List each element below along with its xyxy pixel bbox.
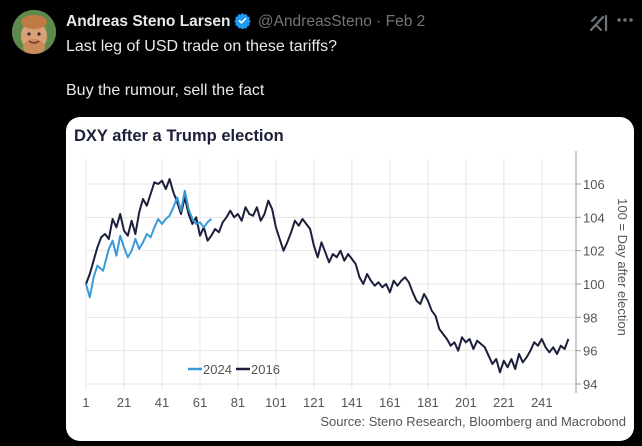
chart-card[interactable]: DXY after a Trump election 94 96 98 100 102 1… xyxy=(66,117,634,441)
tweet-date[interactable]: Feb 2 xyxy=(385,13,426,30)
verified-badge-icon xyxy=(233,12,251,34)
dxy-chart: DXY after a Trump election 94 96 98 100 102 1… xyxy=(74,127,630,429)
more-options-icon[interactable] xyxy=(616,10,634,30)
chart-source: Source: Steno Research, Bloomberg and Ma… xyxy=(320,414,626,429)
chart-grid xyxy=(85,151,577,393)
tweet-header: Andreas Steno Larsen @AndreasSteno · Feb… xyxy=(66,12,576,32)
grok-icon[interactable] xyxy=(588,12,610,34)
y-tick-label-96: 96 xyxy=(583,344,597,359)
x-tick-label-121: 121 xyxy=(303,395,325,410)
x-tick-label-61: 61 xyxy=(193,395,207,410)
x-tick-label-41: 41 xyxy=(155,395,169,410)
x-tick-label-241: 241 xyxy=(531,395,553,410)
x-tick-label-221: 221 xyxy=(493,395,515,410)
series-line-2024 xyxy=(85,189,212,299)
tweet-text-line-2: Buy the rumour, sell the fact xyxy=(66,82,265,99)
tweet-text-line-1: Last leg of USD trade on these tariffs? xyxy=(66,38,337,55)
y-tick-label-94: 94 xyxy=(583,377,597,392)
author-handle[interactable]: @AndreasSteno xyxy=(257,13,372,30)
y-axis-ticks: 94 96 98 100 102 104 106 xyxy=(576,177,605,392)
chart-title: DXY after a Trump election xyxy=(74,127,284,145)
author-name[interactable]: Andreas Steno Larsen xyxy=(66,13,231,30)
x-tick-label-81: 81 xyxy=(231,395,245,410)
legend-label-2016: 2016 xyxy=(251,362,280,377)
avatar[interactable] xyxy=(12,10,56,54)
x-tick-label-21: 21 xyxy=(117,395,131,410)
y-tick-label-98: 98 xyxy=(583,310,597,325)
chart-lines xyxy=(85,178,570,374)
x-axis-ticks: 1 21 41 61 81 101 121 141 161 181 201 221 241 xyxy=(82,395,552,410)
y-axis-label: 100 = Day after election xyxy=(615,198,630,336)
avatar-image xyxy=(12,10,56,54)
x-tick-label-1: 1 xyxy=(82,395,89,410)
legend-label-2024: 2024 xyxy=(203,362,232,377)
x-tick-label-181: 181 xyxy=(417,395,439,410)
x-tick-label-101: 101 xyxy=(265,395,287,410)
y-tick-label-100: 100 xyxy=(583,277,605,292)
x-tick-label-201: 201 xyxy=(455,395,477,410)
y-tick-label-102: 102 xyxy=(583,244,605,259)
x-tick-label-141: 141 xyxy=(341,395,363,410)
meta-separator: · xyxy=(376,13,382,30)
series-line-2016 xyxy=(85,178,570,374)
y-tick-label-106: 106 xyxy=(583,177,605,192)
chart-legend: 2024 2016 xyxy=(188,362,280,377)
y-tick-label-104: 104 xyxy=(583,210,605,225)
x-tick-label-161: 161 xyxy=(379,395,401,410)
